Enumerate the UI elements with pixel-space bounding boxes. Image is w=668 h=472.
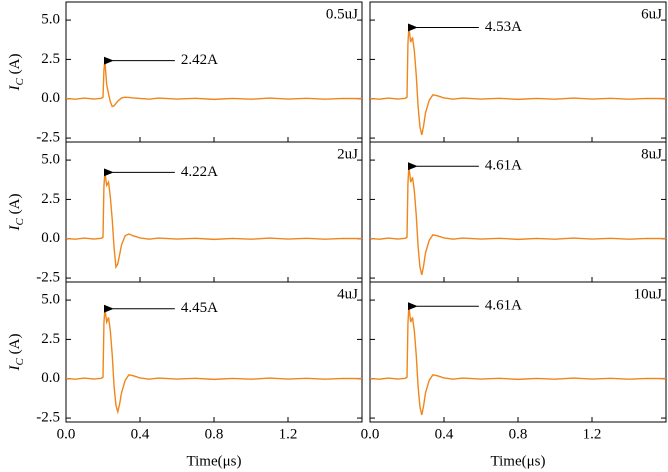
y-tick-label: -2.5	[36, 410, 60, 426]
peak-label: 4.61A	[485, 158, 522, 174]
waveform	[369, 166, 667, 276]
x-tick-label: 0.4	[131, 426, 150, 442]
energy-label: 8uJ	[641, 146, 662, 162]
energy-label: 2uJ	[337, 146, 358, 162]
x-tick-label: 0.8	[509, 426, 528, 442]
x-tick-label: 0.0	[57, 426, 76, 442]
x-tick-label: 1.2	[583, 426, 602, 442]
waveform	[65, 308, 363, 415]
x-axis-label: Time(μs)	[187, 453, 242, 469]
y-tick-label: 2.5	[41, 191, 60, 207]
waveform	[369, 306, 667, 416]
energy-label: 10uJ	[634, 286, 663, 302]
peak-label: 2.42A	[181, 52, 218, 68]
x-axis-label: Time(μs)	[491, 453, 546, 469]
x-tick-label: 1.2	[279, 426, 298, 442]
waveform	[65, 60, 363, 108]
peak-label: 4.45A	[181, 300, 218, 316]
x-tick-label: 0.0	[361, 426, 380, 442]
x-tick-label: 0.4	[435, 426, 454, 442]
energy-label: 4uJ	[337, 286, 358, 302]
waveform	[65, 172, 363, 270]
y-axis-label: IC (A)	[7, 54, 25, 92]
y-tick-label: -2.5	[36, 130, 60, 146]
y-tick-label: 5.0	[41, 152, 60, 168]
peak-label: 4.22A	[181, 164, 218, 180]
waveform	[369, 27, 667, 136]
y-tick-label: 2.5	[41, 51, 60, 67]
peak-label: 4.53A	[485, 19, 522, 35]
y-tick-label: 0.0	[41, 90, 60, 106]
peak-label: 4.61A	[485, 298, 522, 314]
y-axis-label: IC (A)	[7, 334, 25, 372]
x-tick-label: 0.8	[205, 426, 224, 442]
y-tick-label: 5.0	[41, 292, 60, 308]
y-tick-label: -2.5	[36, 270, 60, 286]
y-tick-label: 2.5	[41, 331, 60, 347]
plot-frame	[65, 1, 363, 143]
energy-label: 0.5uJ	[326, 6, 358, 22]
y-tick-label: 0.0	[41, 230, 60, 246]
y-tick-label: 5.0	[41, 12, 60, 28]
y-tick-label: 0.0	[41, 370, 60, 386]
energy-label: 6uJ	[641, 6, 662, 22]
y-axis-label: IC (A)	[7, 194, 25, 232]
